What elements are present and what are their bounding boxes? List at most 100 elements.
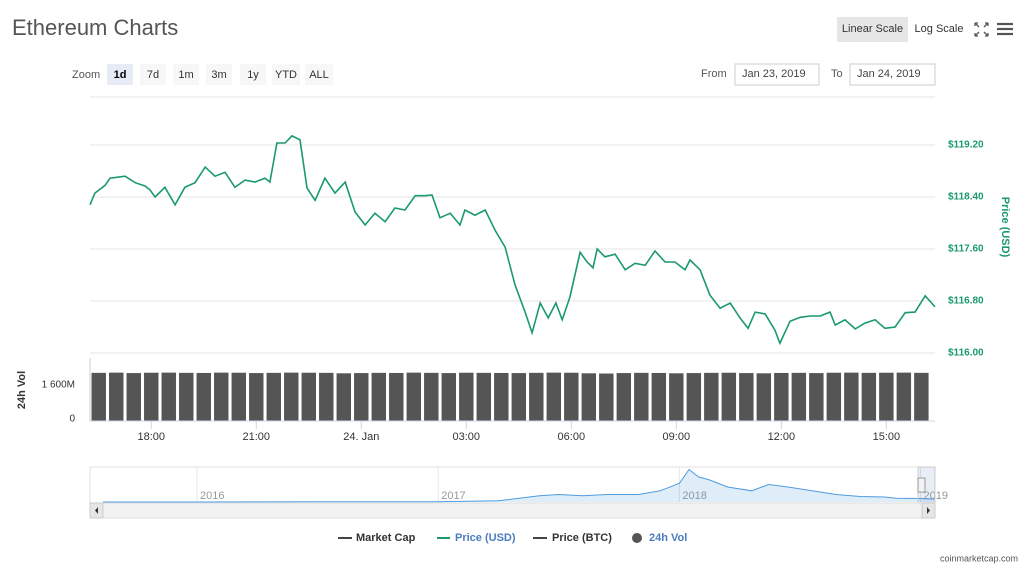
- legend-item[interactable]: Price (USD): [455, 532, 516, 544]
- scale-button[interactable]: [837, 17, 908, 42]
- volume-bar: [301, 372, 316, 421]
- volume-bar: [249, 373, 264, 421]
- volume-bar: [336, 373, 351, 421]
- volume-bar: [494, 372, 509, 421]
- zoom-button[interactable]: [305, 64, 333, 85]
- volume-bar: [844, 372, 859, 421]
- volume-bar: [599, 373, 614, 421]
- navigator-area: [103, 469, 935, 502]
- x-tick-label: 15:00: [873, 431, 901, 443]
- zoom-buttons: 1d 7d 1m 3m 1y YTD ALL: [107, 64, 333, 85]
- y-tick-label: $116.80: [948, 296, 984, 307]
- volume-bar: [214, 372, 229, 421]
- zoom-button-label: 1d: [114, 69, 127, 81]
- price-line: [89, 134, 936, 346]
- volume-bar: [686, 373, 702, 421]
- volume-bar: [826, 372, 842, 421]
- volume-bar: [634, 372, 649, 421]
- zoom-button-label: 7d: [147, 69, 159, 81]
- x-tick-label: 06:00: [558, 431, 586, 443]
- volume-bar: [144, 372, 159, 421]
- volume-bar: [91, 372, 106, 421]
- navigator-line: [103, 468, 936, 503]
- volume-bar: [791, 372, 807, 421]
- volume-bar: [389, 372, 404, 421]
- volume-bar: [529, 372, 544, 421]
- volume-bar: [354, 373, 369, 421]
- volume-bar: [546, 372, 562, 421]
- x-tick-label: 03:00: [453, 431, 481, 443]
- zoom-button-label: 1y: [247, 69, 259, 81]
- navigator-handle[interactable]: [917, 477, 926, 493]
- volume-axis-title: 24h Vol: [16, 371, 28, 409]
- volume-bar: [441, 373, 457, 421]
- zoom-button-label: YTD: [275, 69, 297, 81]
- scroll-left-arrow: [95, 507, 98, 514]
- navigator-tick-label: 2018: [682, 490, 706, 502]
- from-input[interactable]: [734, 63, 820, 86]
- volume-bar: [704, 372, 719, 421]
- volume-bar: [179, 372, 194, 421]
- volume-bar: [284, 372, 299, 421]
- fullscreen-icon[interactable]: [974, 22, 989, 37]
- volume-bar: [739, 373, 754, 421]
- zoom-button[interactable]: [206, 64, 232, 85]
- scrollbar: [89, 502, 936, 519]
- page-title: Ethereum Charts: [12, 15, 178, 40]
- volume-bar: [511, 373, 527, 421]
- fullscreen-glyph: [974, 22, 989, 37]
- navigator-tick-label: 2017: [441, 490, 465, 502]
- navigator: 2016201720182019: [103, 467, 948, 503]
- volume-bar: [774, 372, 789, 421]
- volume-bar: [231, 372, 246, 421]
- volume-bar: [196, 372, 211, 421]
- volume-bar: [406, 372, 422, 421]
- scroll-right-arrow: [927, 507, 930, 514]
- volume-bar: [721, 372, 737, 421]
- y-tick-label: $119.20: [948, 140, 984, 151]
- from-label: From: [701, 68, 727, 80]
- volume-bar: [371, 372, 387, 421]
- volume-bar: [161, 372, 176, 421]
- zoom-button-label: ALL: [309, 69, 329, 81]
- volume-bar: [651, 372, 667, 421]
- volume-bar: [861, 372, 877, 421]
- credit: coinmarketcap.com: [940, 553, 1018, 563]
- volume-chart: 0 1 600M 18:00 21:00 24. Jan 03:00 06:00 09:00 1…: [42, 358, 935, 443]
- x-tick-label: 24. Jan: [343, 431, 379, 443]
- volume-bar: [914, 372, 929, 421]
- from-date: Jan 23, 2019: [742, 68, 806, 80]
- to-date: Jan 24, 2019: [857, 68, 921, 80]
- y-axis-title: Price (USD): [999, 197, 1011, 258]
- x-tick-label: 18:00: [137, 431, 165, 443]
- volume-bar: [266, 372, 281, 421]
- scale-button-label: Log Scale: [915, 23, 964, 35]
- navigator-tick-label: 2016: [200, 490, 224, 502]
- zoom-label: Zoom: [72, 69, 100, 81]
- scale-button-label: Linear Scale: [842, 23, 903, 35]
- zoom-button[interactable]: [107, 64, 133, 85]
- volume-bar: [879, 372, 894, 421]
- volume-bar: [126, 373, 141, 421]
- menu-icon[interactable]: [997, 22, 1013, 36]
- legend-item[interactable]: 24h Vol: [649, 532, 687, 544]
- legend-item[interactable]: Price (BTC): [552, 532, 612, 544]
- zoom-button[interactable]: [272, 64, 300, 85]
- zoom-button-label: 3m: [211, 69, 226, 81]
- volume-bar: [756, 373, 772, 421]
- legend: Market Cap Price (USD) Price (BTC) 24h V…: [338, 532, 687, 544]
- y-tick-label: 1 600M: [42, 380, 75, 391]
- zoom-button[interactable]: [140, 64, 166, 85]
- volume-bar: [109, 372, 124, 421]
- volume-bar: [476, 372, 492, 421]
- to-label: To: [831, 68, 843, 80]
- legend-item[interactable]: Market Cap: [356, 532, 416, 544]
- legend-swatch: [632, 533, 642, 543]
- zoom-button[interactable]: [173, 64, 199, 85]
- volume-bar: [809, 373, 824, 421]
- price-chart: $116.00 $116.80 $117.60 $118.40 $119.20: [89, 134, 984, 359]
- to-input[interactable]: [849, 63, 936, 86]
- y-tick-label: $118.40: [948, 192, 984, 203]
- zoom-button[interactable]: [240, 64, 266, 85]
